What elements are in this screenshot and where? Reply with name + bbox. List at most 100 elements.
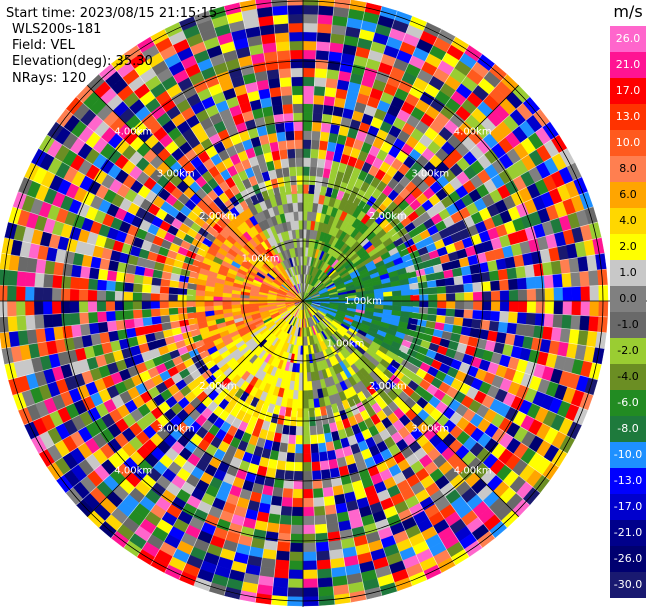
range-gate [177, 300, 187, 308]
range-gate [275, 40, 291, 52]
range-gate [490, 290, 501, 302]
range-gate [302, 578, 319, 589]
range-gate [177, 294, 187, 302]
range-gate [123, 309, 134, 320]
range-gate [288, 22, 304, 33]
range-gate [60, 275, 72, 290]
range-gate [302, 121, 313, 131]
range-gate [78, 289, 89, 302]
range-gate [87, 278, 99, 291]
range-gate [295, 229, 300, 239]
range-gate [288, 31, 304, 42]
range-gate [25, 271, 36, 288]
range-gate [311, 470, 322, 481]
range-gate [222, 300, 232, 306]
range-gate [288, 425, 297, 436]
range-gate [507, 311, 519, 324]
range-gate [302, 13, 319, 24]
range-gate [186, 306, 197, 314]
range-gate [471, 318, 482, 330]
range-gate [324, 86, 337, 98]
range-gate [553, 300, 564, 315]
range-gate [323, 95, 336, 107]
range-gate [295, 166, 304, 176]
range-gate [455, 300, 465, 310]
range-gate [317, 14, 334, 25]
range-gate [289, 49, 304, 60]
range-gate [302, 148, 312, 158]
range-gate [401, 295, 411, 302]
range-gate [124, 272, 135, 284]
range-gate [302, 166, 311, 176]
range-gate [293, 471, 304, 481]
range-gate [222, 304, 232, 310]
range-gate [525, 276, 537, 290]
range-ring-label: 2.00km [199, 381, 237, 392]
range-gate [282, 488, 294, 499]
range-gate [314, 67, 328, 79]
range-gate [571, 300, 582, 316]
range-gate [309, 425, 318, 436]
range-gate [7, 269, 18, 287]
range-gate [302, 49, 317, 60]
range-ring-label: 3.00km [157, 169, 195, 180]
range-gate [561, 272, 572, 288]
range-gate [446, 292, 456, 302]
range-gate [123, 282, 134, 293]
range-gate [270, 495, 283, 507]
range-gate [293, 121, 304, 131]
range-gate [525, 312, 537, 326]
range-gate [70, 264, 82, 278]
range-gate [588, 269, 599, 287]
range-gate [231, 304, 241, 309]
range-gate [33, 286, 44, 302]
range-gate [427, 286, 438, 295]
range-gate [25, 314, 36, 331]
range-gate [273, 568, 290, 579]
range-gate [159, 293, 169, 302]
range-gate [288, 166, 297, 177]
range-gate [159, 307, 170, 317]
range-gate [79, 323, 91, 337]
range-gate [276, 541, 291, 553]
range-gate [481, 290, 492, 302]
range-gate [325, 77, 339, 89]
range-gate [320, 122, 332, 133]
range-gate [279, 76, 292, 88]
range-gate [287, 4, 304, 15]
range-gate [454, 308, 465, 319]
range-gate [307, 398, 315, 409]
range-gate [42, 287, 53, 302]
range-gate [284, 470, 295, 481]
range-gate [168, 286, 179, 295]
range-gate [88, 267, 100, 280]
range-gate [60, 288, 71, 302]
range-gate [302, 40, 317, 51]
range-gate [543, 274, 555, 289]
range-gate [298, 381, 304, 391]
range-gate [79, 265, 91, 279]
range-gate [302, 453, 312, 463]
range-gate [400, 289, 411, 297]
range-gate [105, 300, 116, 312]
range-ring-label: 4.00km [114, 466, 152, 477]
range-gate [186, 294, 196, 302]
range-gate [488, 320, 500, 333]
range-gate [302, 58, 316, 69]
range-gate [278, 523, 292, 535]
range-gate [302, 479, 314, 490]
range-gate [7, 315, 18, 333]
range-gate [97, 268, 109, 281]
range-gate [302, 193, 309, 203]
range-gate [302, 31, 318, 42]
range-gate [291, 76, 304, 87]
range-gate [561, 314, 572, 330]
range-gate [296, 184, 304, 194]
range-gate [290, 58, 304, 69]
range-gate [316, 23, 333, 34]
range-gate [292, 488, 304, 499]
range-gate [286, 443, 296, 454]
range-gate [272, 577, 289, 588]
range-gate [436, 307, 447, 317]
range-gate [302, 112, 314, 123]
